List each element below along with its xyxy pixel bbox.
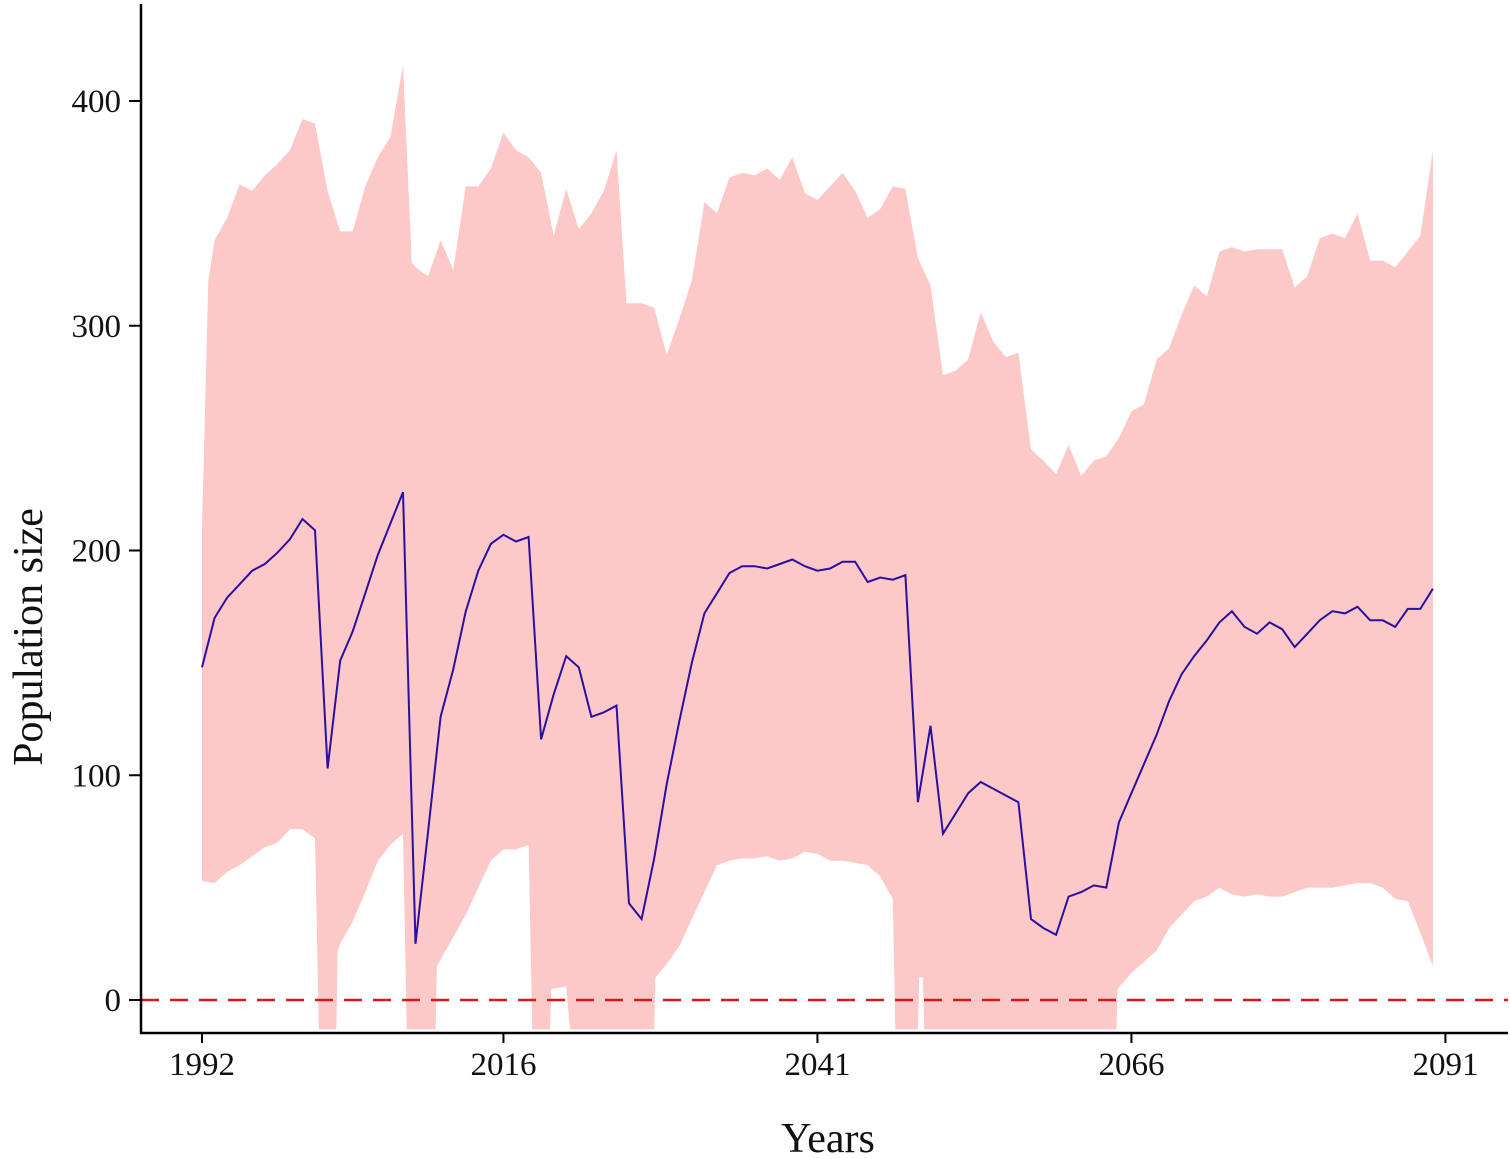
y-tick-label: 400	[72, 84, 122, 120]
x-tick-label: 2016	[470, 1047, 536, 1083]
x-axis: 1992 2016 2041 2066 2091	[140, 1031, 1508, 1083]
y-axis-title: Population size	[6, 508, 52, 766]
x-tick-label: 2041	[784, 1047, 850, 1083]
mean-population-line	[201, 491, 1434, 944]
x-axis-title: Years	[781, 1116, 875, 1159]
y-ticks: 0 100 200 300 400	[72, 84, 141, 1019]
y-axis: 0 100 200 300 400	[72, 4, 143, 1034]
x-ticks: 1992 2016 2041 2066 2091	[169, 1033, 1478, 1083]
x-tick-label: 2066	[1098, 1047, 1164, 1083]
y-tick-label: 200	[72, 534, 122, 570]
plot-area	[141, 65, 1508, 1030]
y-tick-label: 0	[105, 983, 122, 1019]
confidence-band	[202, 65, 1433, 1030]
x-tick-label: 2091	[1412, 1047, 1478, 1083]
x-tick-label: 1992	[169, 1047, 235, 1083]
y-tick-label: 300	[72, 309, 122, 345]
y-tick-label: 100	[72, 758, 122, 794]
